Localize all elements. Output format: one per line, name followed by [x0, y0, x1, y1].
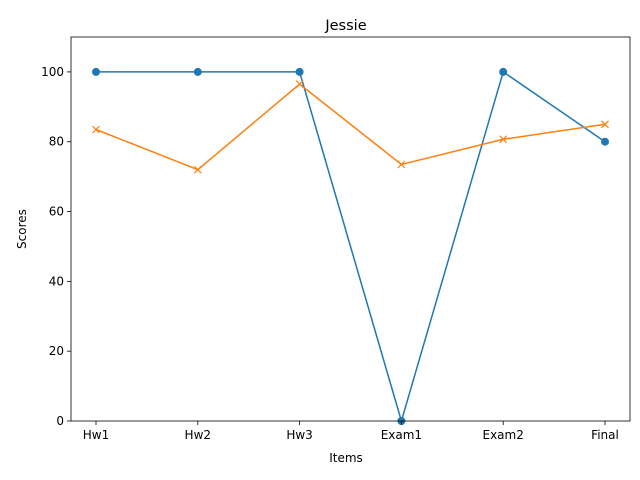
chart-title: Jessie	[324, 18, 366, 34]
x-tick-label-Hw3: Hw3	[286, 428, 312, 442]
series-1-point-Exam2	[499, 67, 508, 76]
y-tick-label-60: 60	[49, 205, 64, 219]
series-2-point-Exam1	[397, 160, 406, 169]
x-tick-label-Exam1: Exam1	[381, 428, 422, 442]
series-2-line	[95, 83, 606, 171]
x-tick-label-Hw2: Hw2	[185, 428, 211, 442]
x-tick-label-Final: Final	[591, 428, 619, 442]
y-axis-title: Scores	[15, 209, 29, 249]
y-tick-label-40: 40	[49, 274, 64, 288]
series-2-point-Hw2	[193, 165, 202, 174]
x-tick-label-Exam2: Exam2	[483, 428, 524, 442]
series-2-point-Hw1	[92, 125, 100, 134]
series-1-line	[96, 71, 606, 422]
y-tick-label-20: 20	[49, 344, 64, 358]
plot-area: Hw1 Hw2 Hw3 Exam1 Exam2 Final 0 20 40 60 80 100	[41, 36, 631, 442]
x-tick-label-Hw1: Hw1	[83, 428, 109, 442]
y-tick-label-80: 80	[49, 135, 64, 149]
series-1-point-Hw3	[295, 67, 304, 76]
series-2-point-Hw3	[295, 80, 304, 89]
series-1-point-Hw1	[92, 67, 100, 76]
plot-frame	[70, 36, 631, 422]
series-2-point-Exam2	[499, 135, 508, 144]
series-2-point-Final	[601, 120, 609, 129]
series-1-point-Hw2	[193, 67, 202, 76]
series-1-point-Final	[601, 137, 609, 146]
y-tick-label-0: 0	[56, 414, 64, 428]
y-tick-label-100: 100	[41, 65, 64, 79]
x-axis-title: Items	[329, 451, 363, 465]
